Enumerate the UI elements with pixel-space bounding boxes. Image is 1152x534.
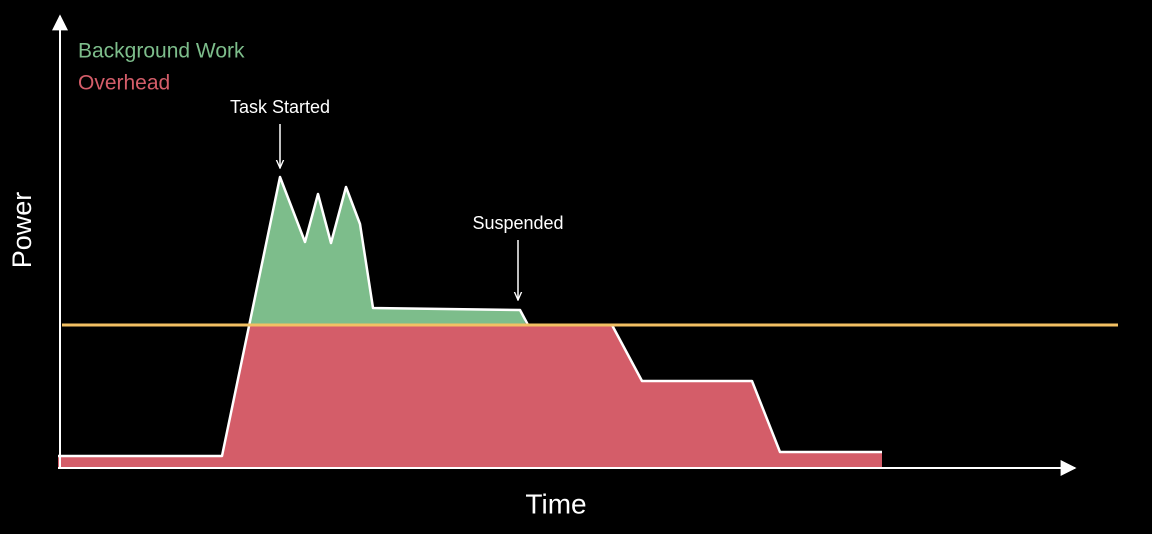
power-outline: [58, 175, 530, 458]
y-axis-label: Power: [7, 192, 37, 269]
power-outline: [610, 324, 882, 454]
legend-item: Background Work: [78, 40, 245, 63]
legend-item: Overhead: [78, 72, 170, 95]
x-axis-label: Time: [525, 488, 586, 519]
background-work-area: [250, 177, 526, 325]
annotation: Task Started: [230, 97, 330, 117]
overhead-area: [58, 325, 882, 468]
annotation: Suspended: [472, 213, 563, 233]
